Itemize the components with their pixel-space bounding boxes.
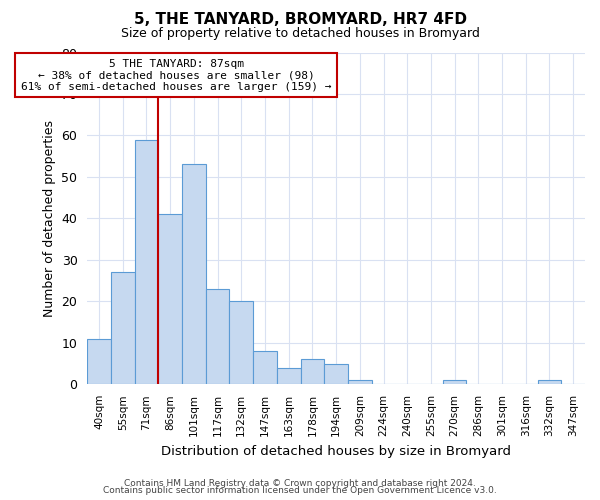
Bar <box>134 140 158 384</box>
Text: 5 THE TANYARD: 87sqm
← 38% of detached houses are smaller (98)
61% of semi-detac: 5 THE TANYARD: 87sqm ← 38% of detached h… <box>21 58 331 92</box>
Bar <box>111 272 134 384</box>
Text: 5, THE TANYARD, BROMYARD, HR7 4FD: 5, THE TANYARD, BROMYARD, HR7 4FD <box>133 12 467 28</box>
Bar <box>229 302 253 384</box>
Y-axis label: Number of detached properties: Number of detached properties <box>43 120 56 317</box>
Bar <box>348 380 371 384</box>
Bar <box>87 338 111 384</box>
Text: Contains HM Land Registry data © Crown copyright and database right 2024.: Contains HM Land Registry data © Crown c… <box>124 478 476 488</box>
Bar <box>206 289 229 384</box>
Bar <box>324 364 348 384</box>
Bar <box>538 380 561 384</box>
Bar <box>277 368 301 384</box>
Text: Size of property relative to detached houses in Bromyard: Size of property relative to detached ho… <box>121 28 479 40</box>
X-axis label: Distribution of detached houses by size in Bromyard: Distribution of detached houses by size … <box>161 444 511 458</box>
Bar <box>253 351 277 384</box>
Bar <box>182 164 206 384</box>
Bar <box>158 214 182 384</box>
Text: Contains public sector information licensed under the Open Government Licence v3: Contains public sector information licen… <box>103 486 497 495</box>
Bar <box>443 380 466 384</box>
Bar <box>301 360 324 384</box>
